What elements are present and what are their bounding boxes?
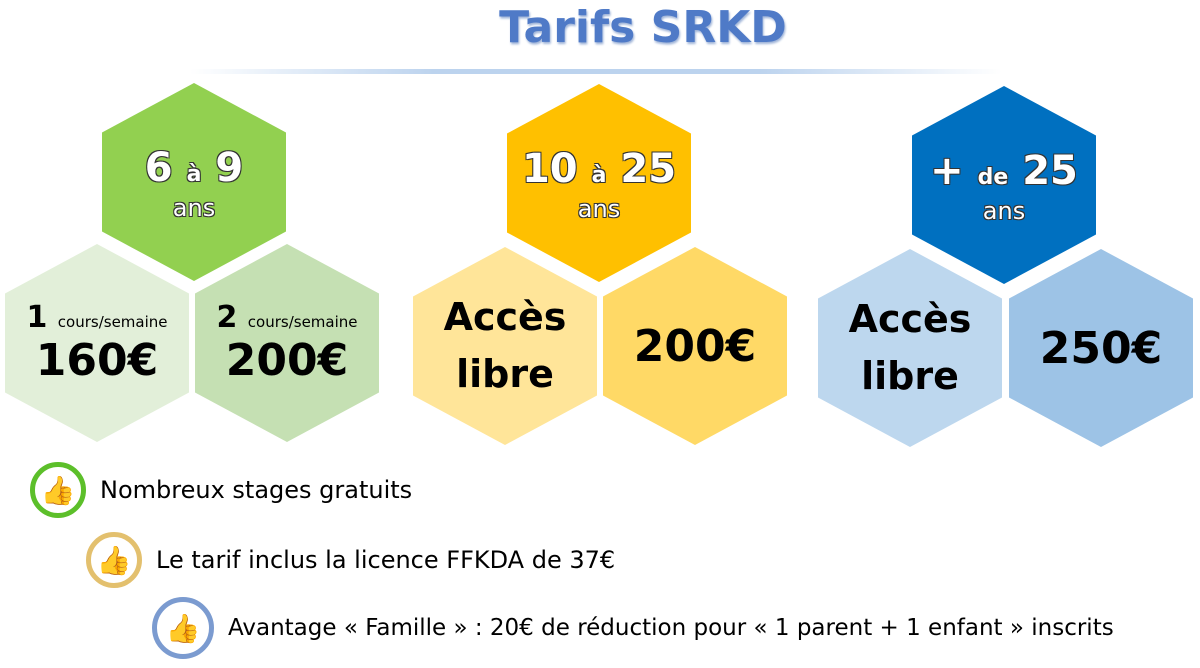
price-hex-1-course: 1 cours/semaine 160€: [5, 244, 189, 442]
note-text: Nombreux stages gratuits: [100, 476, 413, 504]
note-free-stages: 👍 Nombreux stages gratuits: [30, 462, 412, 518]
age-unit: ans: [577, 195, 621, 223]
access-label: Accès libre: [443, 295, 567, 396]
age-hex-over-25: + de 25 ans: [912, 86, 1096, 284]
price: 200€: [225, 335, 349, 386]
age-sep: à: [186, 162, 202, 187]
thumbs-up-icon: 👍: [86, 532, 142, 588]
access-hex: Accès libre: [413, 247, 597, 445]
price: 160€: [35, 335, 159, 386]
price: 250€: [1039, 322, 1163, 374]
age-to: 9: [215, 145, 244, 191]
note-text: Le tarif inclus la licence FFKDA de 37€: [156, 546, 616, 574]
note-text: Avantage « Famille » : 20€ de réduction …: [228, 615, 1114, 641]
note-family: 👍 Avantage « Famille » : 20€ de réductio…: [152, 597, 1114, 659]
age-from: 6: [144, 145, 173, 191]
age-hex-10-25: 10 à 25 ans: [507, 84, 691, 282]
age-sep: de: [977, 165, 1009, 190]
title-divider: [190, 69, 1002, 74]
age-unit: ans: [172, 194, 216, 222]
age-hex-6-9: 6 à 9 ans: [102, 83, 286, 281]
age-unit: ans: [982, 197, 1026, 225]
note-license: 👍 Le tarif inclus la licence FFKDA de 37…: [86, 532, 615, 588]
thumbs-up-icon: 👍: [152, 597, 214, 659]
thumbs-up-icon: 👍: [30, 462, 86, 518]
age-sep: à: [591, 163, 607, 188]
price: 200€: [633, 320, 757, 372]
access-label: Accès libre: [848, 297, 972, 398]
price-hex-2-courses: 2 cours/semaine 200€: [195, 244, 379, 442]
access-hex: Accès libre: [818, 249, 1002, 447]
course-count: 2: [216, 300, 238, 335]
age-from: 10: [521, 146, 578, 192]
course-unit: cours/semaine: [247, 313, 358, 331]
price-hex: 200€: [603, 247, 787, 445]
course-unit: cours/semaine: [57, 313, 168, 331]
age-to: 25: [620, 146, 677, 192]
course-count: 1: [26, 300, 48, 335]
age-to: 25: [1022, 148, 1078, 194]
age-from: +: [930, 148, 964, 194]
page-title: Tarifs SRKD: [499, 2, 787, 53]
price-hex: 250€: [1009, 249, 1193, 447]
